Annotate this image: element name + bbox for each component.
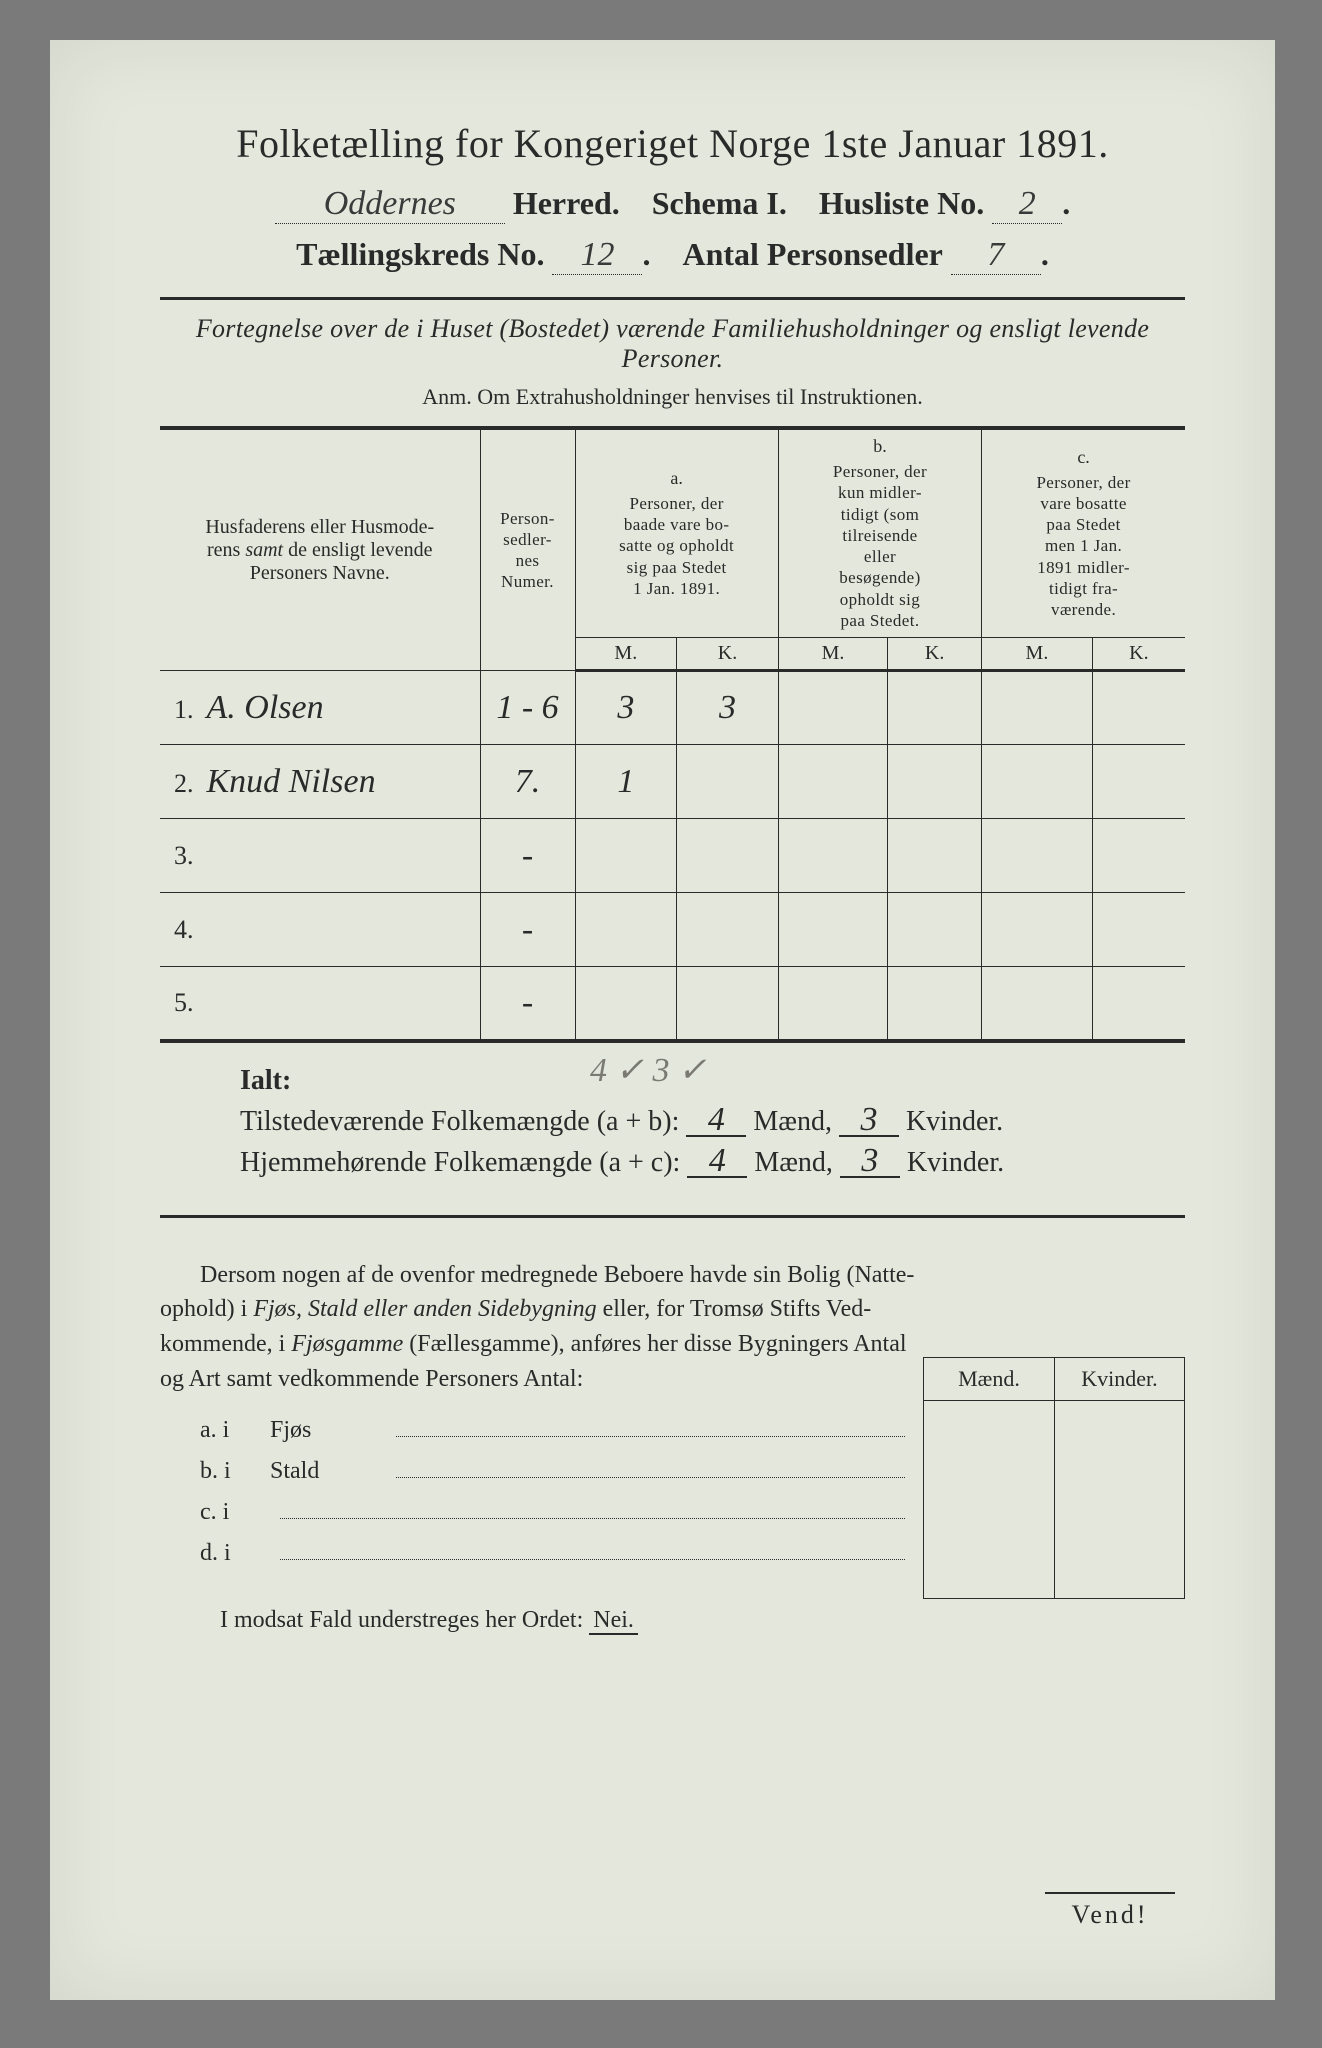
kreds-value: 12 bbox=[552, 238, 642, 275]
dot-lbl: d. i bbox=[200, 1540, 270, 1567]
row-numer: - bbox=[480, 819, 575, 893]
row-numer: 1 - 6 bbox=[480, 671, 575, 745]
ialt-block: Ialt: Tilstedeværende Folkemængde (a + b… bbox=[240, 1065, 1185, 1179]
present-m: 4 bbox=[686, 1105, 746, 1138]
maend-label: Mænd, bbox=[753, 1106, 832, 1137]
kvinder-label: Kvinder. bbox=[906, 1106, 1003, 1137]
dot-lbl: c. i bbox=[200, 1499, 270, 1526]
dot-fill bbox=[280, 1518, 905, 1519]
dot-name: Stald bbox=[270, 1458, 390, 1485]
row-cm bbox=[982, 671, 1093, 745]
present-label: Tilstedeværende Folkemængde (a + b): bbox=[240, 1106, 679, 1137]
row-am: 1 bbox=[575, 745, 677, 819]
dot-lbl: a. i bbox=[200, 1417, 270, 1444]
fortegnelse-text: Fortegnelse over de i Huset (Bostedet) v… bbox=[160, 314, 1185, 374]
dot-fill bbox=[280, 1559, 905, 1560]
row-idx: 2. bbox=[174, 769, 194, 798]
side-body bbox=[923, 1399, 1185, 1599]
row-ck bbox=[1092, 671, 1185, 745]
col-name-header: Husfaderens eller Husmode-rens samt de e… bbox=[205, 516, 434, 584]
row-am: 3 bbox=[575, 671, 677, 745]
kreds-label: Tællingskreds No. bbox=[296, 236, 544, 272]
row-ak: 3 bbox=[677, 671, 779, 745]
row-idx: 5. bbox=[174, 988, 194, 1017]
antal-label: Antal Personsedler bbox=[682, 236, 942, 272]
col-b-letter: b. bbox=[787, 436, 973, 457]
col-c-m: M. bbox=[982, 638, 1093, 671]
col-b-desc: Personer, derkun midler-tidigt (somtilre… bbox=[787, 461, 973, 631]
table-row: 2. Knud Nilsen 7. 1 bbox=[160, 745, 1185, 819]
resident-k: 3 bbox=[840, 1146, 900, 1179]
table-row: 4. - bbox=[160, 893, 1185, 967]
schema-label: Schema I. bbox=[652, 185, 787, 221]
maend-label: Mænd, bbox=[754, 1147, 833, 1178]
side-header-row: Mænd. Kvinder. bbox=[923, 1357, 1185, 1401]
dot-lbl: b. i bbox=[200, 1458, 270, 1485]
table-row: 5. - bbox=[160, 967, 1185, 1041]
row-bk bbox=[888, 745, 982, 819]
ialt-label: Ialt: bbox=[240, 1065, 1185, 1097]
nei-line: I modsat Fald understreges her Ordet: Ne… bbox=[220, 1607, 1185, 1634]
table-row: 1. A. Olsen 1 - 6 3 3 bbox=[160, 671, 1185, 745]
row-idx: 1. bbox=[174, 695, 194, 724]
side-building-section: Mænd. Kvinder. a. i Fjøs b. i Stald c. i bbox=[160, 1417, 1185, 1567]
nei-word: Nei. bbox=[589, 1607, 638, 1635]
row-bm bbox=[778, 745, 887, 819]
row-bk bbox=[888, 671, 982, 745]
col-a-k: K. bbox=[677, 638, 779, 671]
dot-name: Fjøs bbox=[270, 1417, 390, 1444]
dot-fill bbox=[396, 1477, 905, 1478]
kvinder-label: Kvinder. bbox=[907, 1147, 1004, 1178]
resident-label: Hjemmehørende Folkemængde (a + c): bbox=[240, 1147, 680, 1178]
vend-label: Vend! bbox=[1045, 1892, 1175, 1930]
row-ak bbox=[677, 745, 779, 819]
page-title: Folketælling for Kongeriget Norge 1ste J… bbox=[160, 120, 1185, 167]
col-numer-header: Person-sedler-nesNumer. bbox=[489, 508, 567, 593]
census-form-page: Folketælling for Kongeriget Norge 1ste J… bbox=[50, 40, 1275, 2000]
row-idx: 4. bbox=[174, 915, 194, 944]
antal-value: 7 bbox=[951, 238, 1041, 275]
anm-text: Anm. Om Extrahusholdninger henvises til … bbox=[160, 384, 1185, 410]
header-line-1: Oddernes Herred. Schema I. Husliste No. … bbox=[160, 185, 1185, 224]
col-c-letter: c. bbox=[990, 447, 1177, 468]
present-k: 3 bbox=[839, 1105, 899, 1138]
col-a-letter: a. bbox=[584, 468, 770, 489]
husliste-label: Husliste No. bbox=[819, 185, 984, 221]
col-b-k: K. bbox=[888, 638, 982, 671]
col-a-desc: Personer, derbaade vare bo-satte og opho… bbox=[584, 493, 770, 599]
nei-text: I modsat Fald understreges her Ordet: bbox=[220, 1607, 583, 1633]
herred-label: Herred. bbox=[513, 185, 620, 221]
col-c-desc: Personer, dervare bosattepaa Stedetmen 1… bbox=[990, 472, 1177, 621]
pencil-check: 4 ✓ 3 ✓ bbox=[590, 1050, 706, 1090]
col-b-m: M. bbox=[778, 638, 887, 671]
col-a-m: M. bbox=[575, 638, 677, 671]
side-maend-header: Mænd. bbox=[924, 1357, 1054, 1401]
row-cm bbox=[982, 745, 1093, 819]
row-bm bbox=[778, 671, 887, 745]
row-numer: - bbox=[480, 967, 575, 1041]
row-name: Knud Nilsen bbox=[207, 763, 376, 800]
divider bbox=[160, 1215, 1185, 1218]
husliste-value: 2 bbox=[992, 187, 1062, 224]
resident-m: 4 bbox=[687, 1146, 747, 1179]
row-numer: - bbox=[480, 893, 575, 967]
dot-fill bbox=[396, 1436, 905, 1437]
side-kvinder-header: Kvinder. bbox=[1054, 1357, 1184, 1401]
herred-value: Oddernes bbox=[275, 187, 505, 224]
row-numer: 7. bbox=[480, 745, 575, 819]
divider bbox=[160, 297, 1185, 300]
col-c-k: K. bbox=[1092, 638, 1185, 671]
row-idx: 3. bbox=[174, 841, 194, 870]
table-row: 3. - bbox=[160, 819, 1185, 893]
household-table: Husfaderens eller Husmode-rens samt de e… bbox=[160, 426, 1185, 1043]
header-line-2: Tællingskreds No. 12. Antal Personsedler… bbox=[160, 236, 1185, 275]
row-ck bbox=[1092, 745, 1185, 819]
row-name: A. Olsen bbox=[207, 689, 324, 726]
